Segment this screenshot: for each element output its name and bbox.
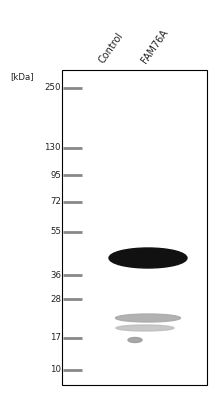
Ellipse shape: [116, 314, 180, 322]
Text: 17: 17: [50, 334, 61, 342]
Text: 95: 95: [50, 170, 61, 180]
Ellipse shape: [116, 325, 174, 331]
Bar: [62, 70, 207, 385]
Text: 250: 250: [45, 84, 61, 92]
Text: 28: 28: [50, 294, 61, 304]
Text: 130: 130: [45, 144, 61, 152]
Text: 36: 36: [50, 270, 61, 280]
Text: 72: 72: [50, 198, 61, 206]
Text: 55: 55: [50, 228, 61, 236]
Text: Control: Control: [97, 30, 125, 65]
Ellipse shape: [128, 338, 142, 342]
Text: 10: 10: [50, 366, 61, 374]
Text: [kDa]: [kDa]: [10, 72, 34, 81]
Ellipse shape: [109, 248, 187, 268]
Text: FAM76A: FAM76A: [140, 28, 170, 65]
